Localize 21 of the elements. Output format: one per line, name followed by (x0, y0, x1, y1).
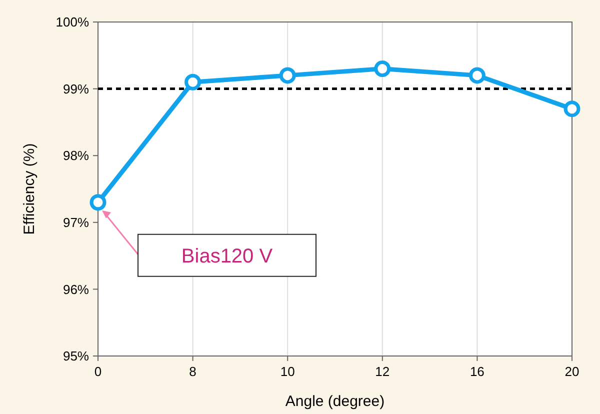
x-tick-label: 12 (375, 364, 390, 379)
annotation: Bias120 V (181, 245, 274, 268)
point (374, 60, 391, 78)
point (184, 74, 202, 90)
point (90, 194, 106, 211)
y-tick-label: 95% (62, 348, 90, 364)
x-tick-label: 10 (280, 364, 295, 379)
x-tick-label: 20 (564, 364, 580, 379)
x-tick-label: 8 (189, 364, 196, 379)
y-tick-label: 97% (62, 214, 90, 230)
y-axis-title: Efficiency (%) (21, 143, 38, 235)
x-axis-title: Angle (degree) (285, 393, 385, 410)
point (279, 67, 296, 84)
x-tick-label: 0 (94, 364, 102, 379)
y-tick-label: 99% (62, 81, 90, 96)
y-tick-label: 100% (56, 14, 90, 30)
point (564, 100, 580, 118)
x-tick-label: 16 (470, 364, 484, 379)
point (468, 67, 486, 84)
y-tick-label: 98% (62, 148, 90, 164)
y-tick-label: 96% (62, 282, 90, 297)
